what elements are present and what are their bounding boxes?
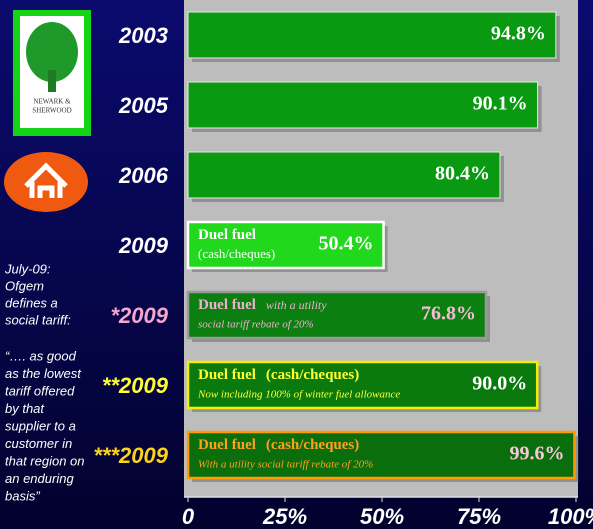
quote: as the lowest bbox=[5, 366, 82, 381]
side-note: Ofgem bbox=[5, 278, 44, 293]
bar-note-detail: Now including 100% of winter fuel allowa… bbox=[197, 389, 400, 401]
bar-note-detail: (cash/cheques) bbox=[198, 246, 275, 261]
logo-text: NEWARK & bbox=[33, 98, 71, 106]
y-tick-label: 2006 bbox=[118, 163, 169, 188]
x-tick-label: 50% bbox=[360, 504, 404, 529]
bar-note: Duel fuel (cash/cheques) bbox=[198, 367, 359, 383]
bar-note-extra: (cash/cheques) bbox=[266, 437, 359, 453]
bar-note-detail: social tariff rebate of 20% bbox=[198, 319, 314, 331]
x-tick-label: 25% bbox=[262, 504, 307, 529]
value-label: 80.4% bbox=[435, 163, 490, 185]
quote: supplier to a bbox=[5, 418, 76, 433]
bar-note: Duel fuel (cash/cheques) bbox=[198, 437, 359, 453]
x-tick-label: 75% bbox=[457, 504, 501, 529]
bar bbox=[186, 290, 488, 340]
y-tick-label: **2009 bbox=[102, 373, 169, 398]
bar-note: Duel fuel with a utility bbox=[198, 297, 327, 313]
quote: that region on bbox=[5, 453, 85, 468]
value-label: 94.8% bbox=[491, 23, 546, 45]
y-tick-label: 2005 bbox=[118, 93, 169, 118]
logo-council bbox=[13, 10, 91, 136]
bar-note-title: Duel fuel bbox=[198, 227, 256, 243]
bar bbox=[187, 151, 501, 199]
bar-note-title: Duel fuel bbox=[198, 367, 256, 383]
side-note: July-09: bbox=[4, 261, 51, 276]
side-note: defines a bbox=[5, 295, 58, 310]
y-tick-label: 2003 bbox=[118, 23, 168, 48]
quote: “…. as good bbox=[5, 348, 77, 363]
bar-note-title: Duel fuel bbox=[198, 297, 256, 313]
bar-note-title: Duel fuel bbox=[198, 437, 256, 453]
value-label: 90.0% bbox=[472, 373, 527, 395]
x-tick-label: 100% bbox=[548, 504, 593, 529]
bar-note-extra: with a utility bbox=[266, 298, 327, 312]
bar-note-detail: With a utility social tariff rebate of 2… bbox=[198, 459, 373, 471]
quote: basis” bbox=[5, 488, 40, 503]
value-label: 76.8% bbox=[421, 303, 476, 325]
logo-orange bbox=[4, 152, 88, 212]
bar bbox=[186, 220, 385, 270]
logo-text: SHERWOOD bbox=[32, 107, 71, 115]
value-label: 50.4% bbox=[319, 233, 374, 255]
y-tick-label: ***2009 bbox=[93, 443, 168, 468]
side-note: social tariff: bbox=[5, 312, 71, 327]
quote: tariff offered bbox=[5, 383, 75, 398]
y-tick-label: 2009 bbox=[118, 233, 169, 258]
bar bbox=[186, 430, 576, 480]
value-label: 99.6% bbox=[509, 443, 564, 465]
quote: an enduring bbox=[5, 471, 74, 486]
bar bbox=[186, 360, 539, 410]
bar-note: Duel fuel bbox=[198, 227, 256, 243]
x-tick-label: 0 bbox=[182, 504, 195, 529]
quote: customer in bbox=[5, 436, 72, 451]
quote: by that bbox=[5, 401, 45, 416]
bar-note-extra: (cash/cheques) bbox=[266, 367, 359, 383]
bar bbox=[187, 81, 539, 129]
bar bbox=[187, 11, 557, 59]
value-label: 90.1% bbox=[473, 93, 528, 115]
y-tick-label: *2009 bbox=[110, 303, 168, 328]
